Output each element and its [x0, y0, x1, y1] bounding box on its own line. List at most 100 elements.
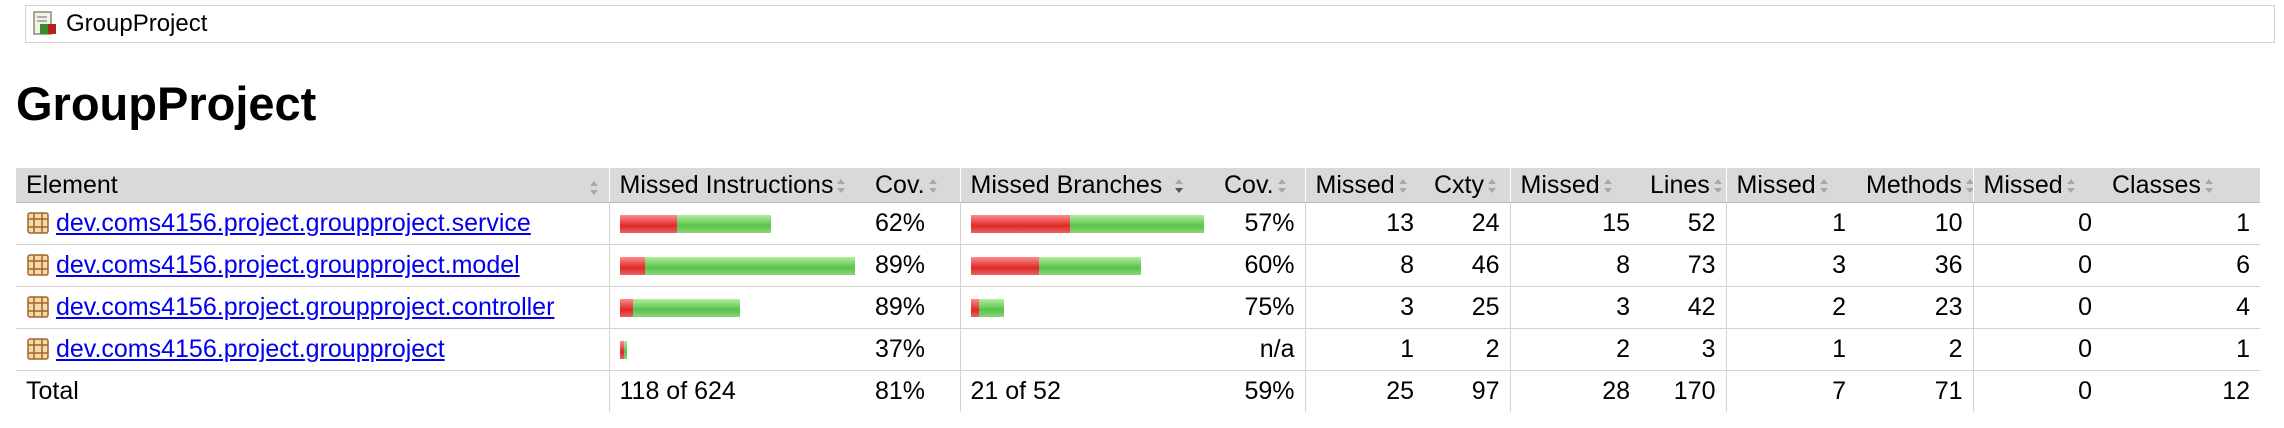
covered-segment — [632, 298, 740, 317]
sort-icon — [1603, 178, 1612, 193]
sort-icon — [1819, 178, 1828, 193]
header-complexity[interactable]: Cxty — [1424, 168, 1510, 203]
sort-icon — [1398, 178, 1407, 193]
header-branch-coverage[interactable]: Cov. — [1214, 168, 1305, 203]
header-missed-methods[interactable]: Missed — [1725, 168, 1856, 203]
missed-segment — [970, 214, 1071, 233]
sort-icon — [589, 180, 598, 195]
instruction-coverage: 62% — [865, 202, 960, 245]
sort-icon — [928, 178, 937, 193]
package-link[interactable]: dev.coms4156.project.groupproject — [56, 335, 445, 363]
missed-complexity: 3 — [1304, 286, 1424, 329]
header-missed-classes[interactable]: Missed — [1972, 168, 2102, 203]
missed-instructions-cell — [608, 328, 865, 371]
element-cell: dev.coms4156.project.groupproject.model — [16, 244, 609, 287]
header-missed-complexity[interactable]: Missed — [1304, 168, 1424, 203]
missed-branches-cell — [959, 244, 1214, 287]
header-missed-instructions[interactable]: Missed Instructions — [608, 168, 865, 203]
total-instructions: 118 of 624 — [608, 370, 865, 412]
branch-coverage-bar — [970, 256, 1205, 275]
total-row: Total 118 of 624 81% 21 of 52 59% 25 97 … — [16, 370, 2260, 412]
total-branches: 21 of 52 — [959, 370, 1214, 412]
sort-icon — [837, 178, 846, 193]
missed-lines: 15 — [1509, 202, 1640, 245]
header-classes[interactable]: Classes — [2102, 168, 2260, 203]
breadcrumb-title[interactable]: GroupProject — [66, 10, 208, 37]
table-row: dev.coms4156.project.groupproject.model 8… — [16, 244, 2260, 287]
package-icon — [27, 254, 49, 276]
instruction-coverage: 89% — [865, 286, 960, 329]
sort-icon — [1713, 178, 1722, 193]
missed-lines: 3 — [1509, 286, 1640, 329]
sort-icon — [1488, 178, 1496, 193]
missed-segment — [619, 298, 633, 317]
package-icon — [27, 338, 49, 360]
total-missed-methods: 7 — [1725, 370, 1856, 412]
total-methods: 71 — [1934, 377, 1963, 405]
header-missed-branches[interactable]: Missed Branches — [959, 168, 1214, 203]
instruction-coverage-bar — [619, 256, 855, 275]
total-lines: 170 — [1673, 377, 1716, 405]
instruction-coverage-bar — [619, 298, 856, 317]
total-label: Total — [26, 377, 79, 405]
sort-desc-icon — [1175, 178, 1184, 193]
classes: 1 — [2102, 202, 2260, 245]
lines: 52 — [1640, 202, 1726, 245]
classes: 4 — [2102, 286, 2260, 329]
header-missed-lines[interactable]: Missed — [1509, 168, 1640, 203]
lines: 42 — [1640, 286, 1726, 329]
sort-icon — [1277, 178, 1286, 193]
missed-segment — [619, 214, 677, 233]
package-icon — [27, 212, 49, 234]
sort-icon — [2066, 178, 2075, 193]
breadcrumb: GroupProject — [25, 5, 2275, 43]
classes: 1 — [2102, 328, 2260, 371]
header-methods[interactable]: Methods — [1856, 168, 1973, 203]
covered-segment — [645, 256, 855, 275]
classes: 6 — [2102, 244, 2260, 287]
sort-icon — [2204, 178, 2213, 193]
methods: 23 — [1856, 286, 1973, 329]
missed-lines: 8 — [1509, 244, 1640, 287]
package-link[interactable]: dev.coms4156.project.groupproject.servic… — [56, 209, 531, 237]
missed-branches-cell — [959, 202, 1214, 245]
header-instruction-coverage[interactable]: Cov. — [865, 168, 960, 203]
instruction-coverage: 37% — [865, 328, 960, 371]
missed-instructions-cell — [608, 202, 865, 245]
missed-complexity: 8 — [1304, 244, 1424, 287]
missed-methods: 2 — [1725, 286, 1856, 329]
header-element[interactable]: Element — [16, 168, 609, 203]
missed-classes: 0 — [1972, 244, 2102, 287]
total-missed-lines: 28 — [1509, 370, 1640, 412]
header-row: Element Missed Instructions Cov. Missed … — [16, 168, 2260, 203]
branch-coverage: 75% — [1214, 286, 1305, 329]
report-icon — [33, 11, 56, 35]
instruction-coverage-bar — [619, 214, 856, 233]
missed-instructions-cell — [608, 286, 865, 329]
total-branch-coverage: 59% — [1244, 377, 1295, 405]
covered-segment — [623, 340, 627, 359]
page-title: GroupProject — [16, 77, 317, 130]
lines: 3 — [1640, 328, 1726, 371]
methods: 2 — [1856, 328, 1973, 371]
branch-coverage-bar — [970, 298, 1205, 317]
header-lines[interactable]: Lines — [1640, 168, 1726, 203]
missed-instructions-cell — [608, 244, 865, 287]
total-instruction-coverage: 81% — [875, 377, 926, 405]
package-icon — [27, 296, 49, 318]
package-link[interactable]: dev.coms4156.project.groupproject.contro… — [56, 293, 555, 321]
missed-classes: 0 — [1972, 202, 2102, 245]
complexity: 46 — [1424, 244, 1510, 287]
instruction-coverage: 89% — [865, 244, 960, 287]
coverage-table: Element Missed Instructions Cov. Missed … — [16, 168, 2260, 412]
total-missed-complexity: 25 — [1304, 370, 1424, 412]
package-link[interactable]: dev.coms4156.project.groupproject.model — [56, 251, 520, 279]
element-cell: dev.coms4156.project.groupproject.servic… — [16, 202, 609, 245]
table-row: dev.coms4156.project.groupproject.servic… — [16, 202, 2260, 245]
missed-segment — [970, 298, 979, 317]
missed-branches-cell — [959, 286, 1214, 329]
missed-segment — [619, 340, 624, 359]
total-complexity: 97 — [1471, 377, 1500, 405]
branch-coverage: n/a — [1214, 328, 1305, 371]
sort-icon — [1965, 178, 1973, 193]
